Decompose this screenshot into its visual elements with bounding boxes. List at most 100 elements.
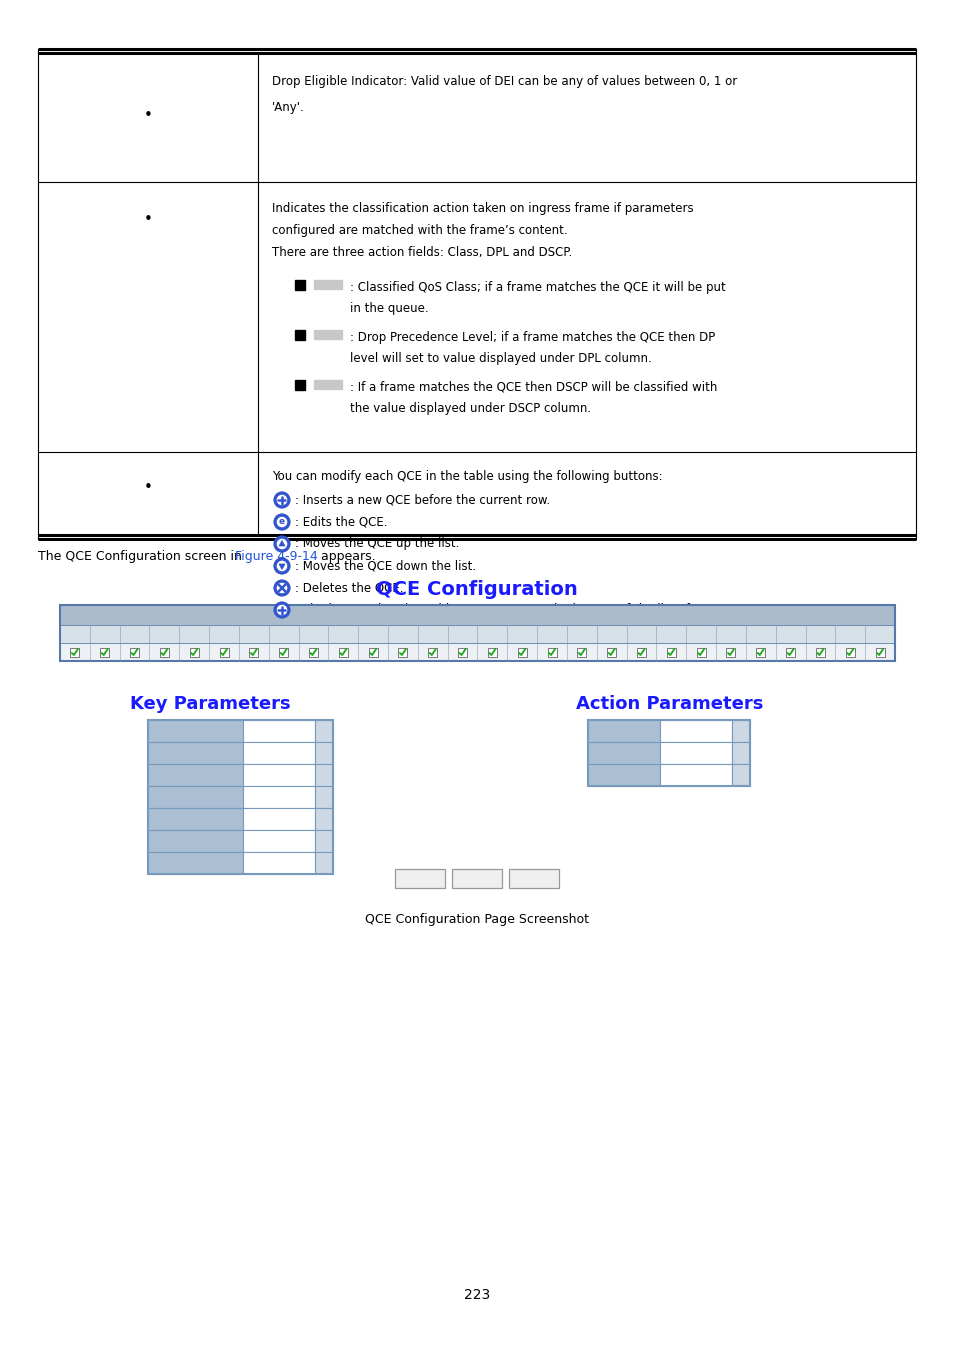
Bar xyxy=(249,648,258,656)
Bar xyxy=(815,648,824,656)
Text: 3: 3 xyxy=(132,629,137,639)
Circle shape xyxy=(276,517,287,528)
Text: 14: 14 xyxy=(456,629,468,639)
Text: ▾: ▾ xyxy=(321,836,326,846)
Bar xyxy=(338,648,348,656)
Text: Port Members: Port Members xyxy=(428,609,526,621)
Bar xyxy=(731,720,749,743)
Text: 223: 223 xyxy=(463,1288,490,1301)
Bar xyxy=(509,869,558,888)
Text: VID: VID xyxy=(184,747,207,760)
Bar xyxy=(148,809,243,830)
Bar xyxy=(368,648,377,656)
Bar xyxy=(756,648,764,656)
Text: ▾: ▾ xyxy=(738,726,742,736)
Bar xyxy=(547,648,556,656)
Text: There are three action fields: Class, DPL and DSCP.: There are three action fields: Class, DP… xyxy=(272,246,572,259)
Bar xyxy=(314,279,341,289)
Text: Tag: Tag xyxy=(184,725,207,737)
Text: 27: 27 xyxy=(843,629,855,639)
Text: Any: Any xyxy=(247,836,268,846)
Bar xyxy=(243,830,314,852)
Text: DSCP: DSCP xyxy=(605,768,641,782)
Bar xyxy=(100,648,109,656)
Bar xyxy=(314,720,333,743)
Bar xyxy=(148,720,243,743)
Bar xyxy=(60,643,894,662)
Circle shape xyxy=(276,583,287,593)
Text: 9: 9 xyxy=(311,629,316,639)
Text: DMAC Type: DMAC Type xyxy=(158,834,233,848)
Text: Any: Any xyxy=(247,726,268,736)
Text: The QCE Configuration screen in: The QCE Configuration screen in xyxy=(38,549,246,563)
Bar xyxy=(517,648,526,656)
Circle shape xyxy=(276,605,287,616)
Text: Any: Any xyxy=(247,769,268,780)
Bar xyxy=(587,720,659,743)
Circle shape xyxy=(276,539,287,549)
Text: : Inserts a new QCE before the current row.: : Inserts a new QCE before the current r… xyxy=(294,494,550,506)
Text: Default: Default xyxy=(663,769,704,780)
Text: Any: Any xyxy=(247,859,268,868)
Text: configured are matched with the frame’s content.: configured are matched with the frame’s … xyxy=(272,224,567,238)
Text: 28: 28 xyxy=(874,629,884,639)
Text: 7: 7 xyxy=(251,629,256,639)
Text: 22: 22 xyxy=(695,629,706,639)
Bar xyxy=(487,648,497,656)
Bar xyxy=(314,329,341,339)
Text: ▾: ▾ xyxy=(321,748,326,757)
Text: appears.: appears. xyxy=(316,549,375,563)
Circle shape xyxy=(276,494,287,505)
Text: ▾: ▾ xyxy=(321,769,326,780)
Text: Drop Eligible Indicator: Valid value of DEI can be any of values between 0, 1 or: Drop Eligible Indicator: Valid value of … xyxy=(272,76,737,88)
Text: : Deletes the QCE.: : Deletes the QCE. xyxy=(294,582,403,594)
Text: Default: Default xyxy=(663,748,704,757)
Bar xyxy=(60,625,894,643)
Text: 26: 26 xyxy=(814,629,825,639)
Text: ▾: ▾ xyxy=(321,792,326,802)
Text: : Moves the QCE down the list.: : Moves the QCE down the list. xyxy=(294,559,476,572)
Text: 15: 15 xyxy=(486,629,497,639)
Bar xyxy=(294,279,305,290)
Text: QCE Configuration Page Screenshot: QCE Configuration Page Screenshot xyxy=(365,913,588,926)
Text: Any: Any xyxy=(247,814,268,824)
Text: : Edits the QCE.: : Edits the QCE. xyxy=(294,516,387,528)
Text: QCE Configuration: QCE Configuration xyxy=(375,580,578,599)
Text: Reset: Reset xyxy=(460,872,493,886)
Text: 4: 4 xyxy=(161,629,167,639)
Text: PCP: PCP xyxy=(182,768,209,782)
Bar xyxy=(457,648,467,656)
Bar xyxy=(314,764,333,786)
Circle shape xyxy=(274,559,289,574)
Text: 8: 8 xyxy=(280,629,286,639)
Bar xyxy=(130,648,139,656)
Polygon shape xyxy=(278,564,285,570)
Text: •: • xyxy=(143,108,152,123)
Text: ▾: ▾ xyxy=(321,726,326,736)
Text: 17: 17 xyxy=(546,629,558,639)
Bar xyxy=(148,764,243,786)
Bar xyxy=(314,830,333,852)
Text: Action Parameters: Action Parameters xyxy=(576,695,763,713)
Bar xyxy=(785,648,794,656)
Circle shape xyxy=(274,536,289,552)
Text: ▾: ▾ xyxy=(738,748,742,757)
Bar xyxy=(314,743,333,764)
Text: ▾: ▾ xyxy=(738,769,742,780)
Bar xyxy=(243,852,314,873)
Bar xyxy=(587,743,659,764)
Bar xyxy=(60,605,894,662)
Text: 16: 16 xyxy=(516,629,527,639)
Bar xyxy=(398,648,407,656)
Text: : The lowest plus sign adds a new entry at the bottom of the list of QCL.: : The lowest plus sign adds a new entry … xyxy=(294,603,720,617)
Text: ▾: ▾ xyxy=(321,814,326,824)
Bar xyxy=(294,329,305,340)
Bar xyxy=(606,648,616,656)
Bar xyxy=(314,786,333,809)
Bar xyxy=(666,648,675,656)
Polygon shape xyxy=(278,540,285,545)
Text: •: • xyxy=(143,481,152,495)
Circle shape xyxy=(274,580,289,595)
Bar xyxy=(659,720,731,743)
Bar xyxy=(637,648,645,656)
